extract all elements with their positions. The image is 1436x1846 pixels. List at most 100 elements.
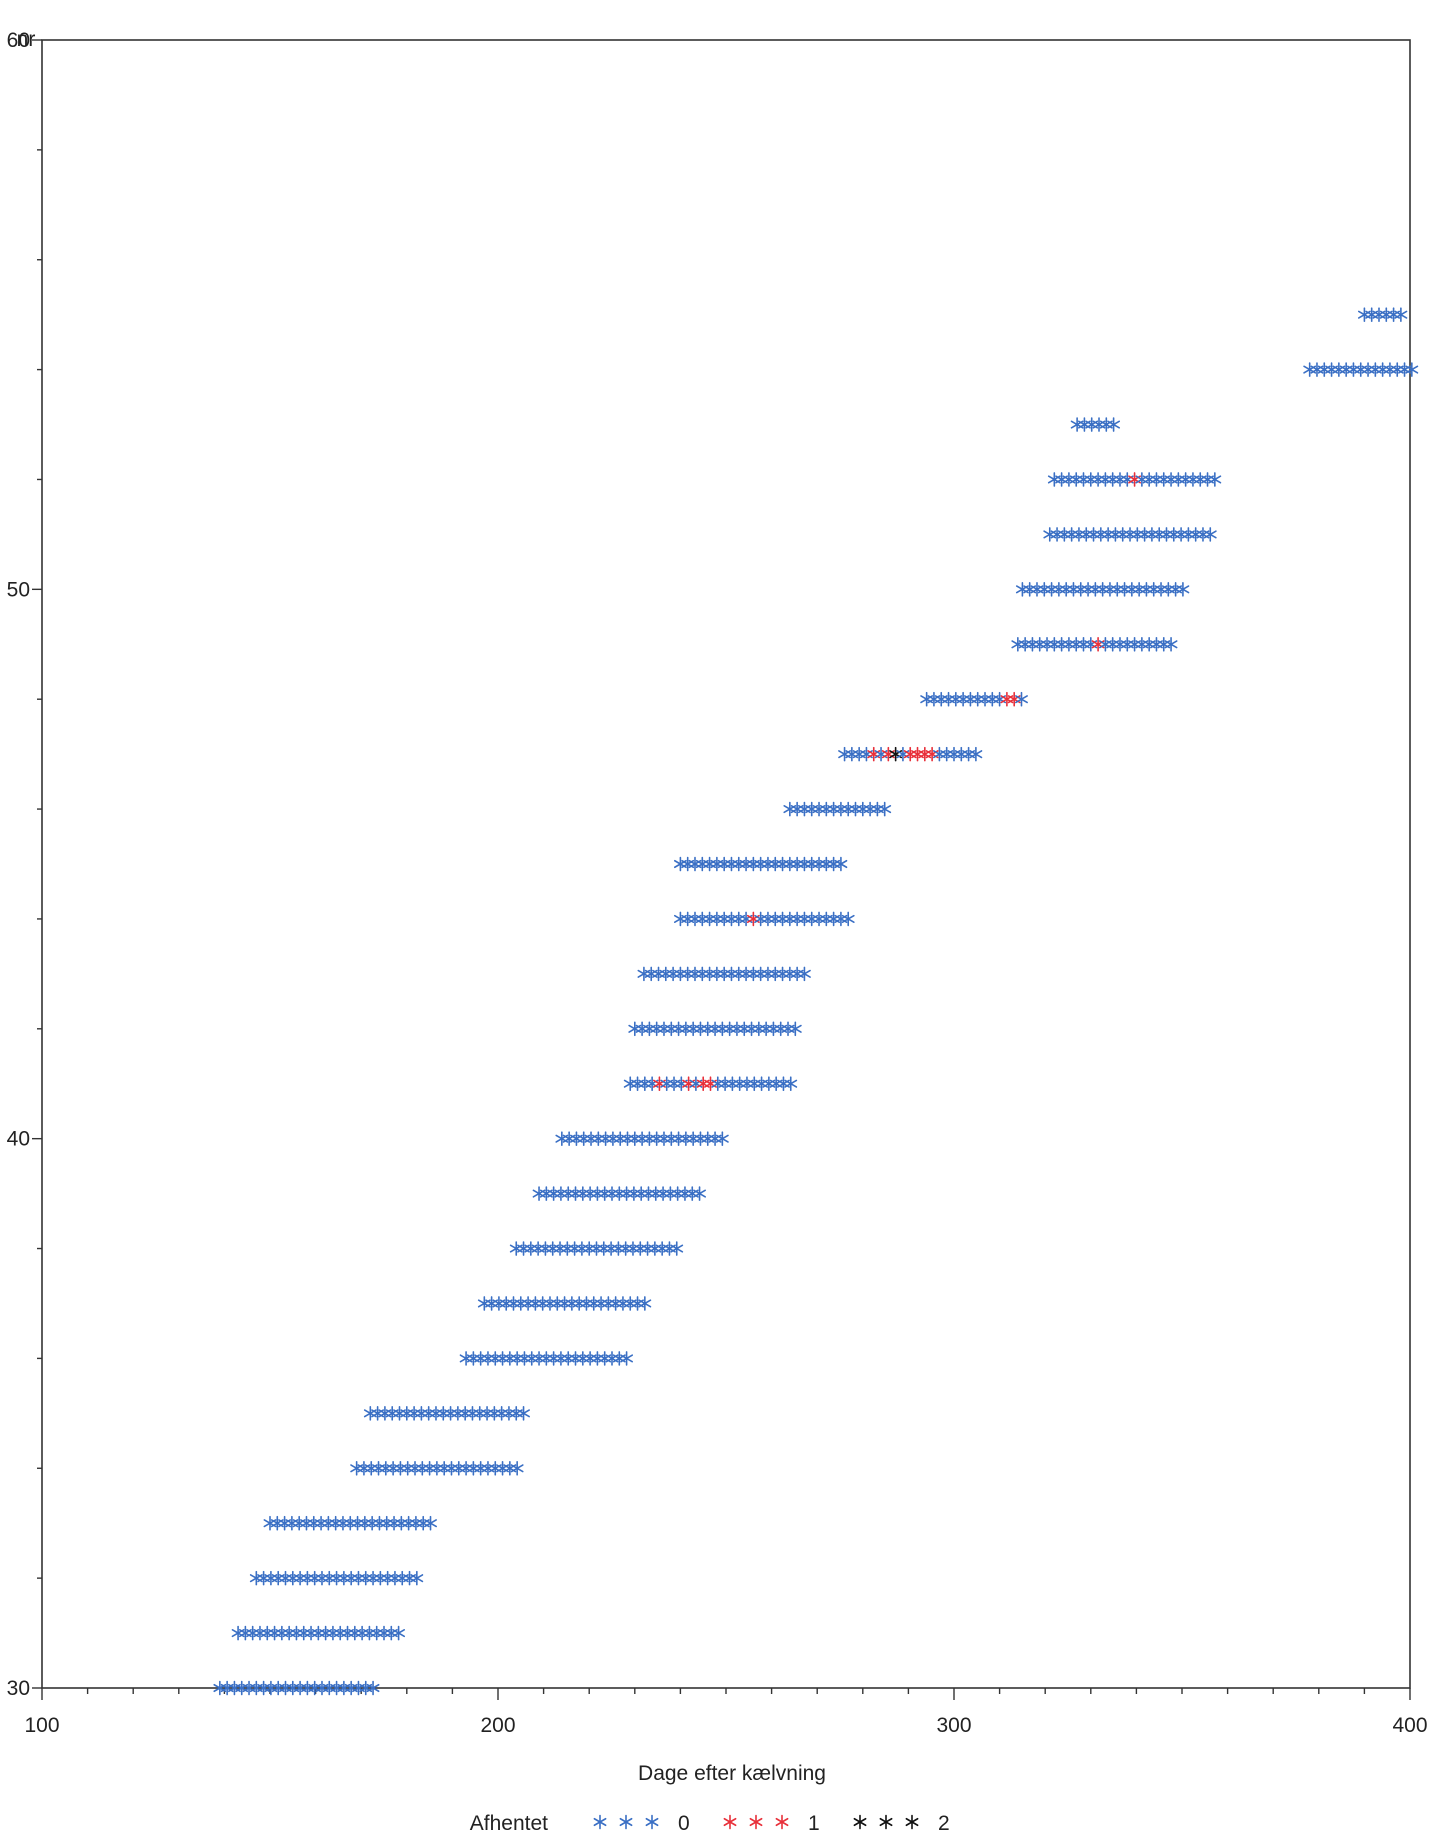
data-point-0 [343,1515,357,1531]
data-point-0 [978,691,992,707]
data-point-0 [1026,636,1039,652]
legend-label: 1 [808,1812,820,1835]
data-point-0 [845,746,859,762]
data-point-0 [616,1296,630,1311]
data-point-0 [1045,582,1059,597]
data-point-0 [667,1076,681,1092]
data-point-0 [1074,582,1088,597]
data-point-0 [1069,636,1083,652]
data-point-1 [1007,691,1021,707]
data-point-0 [249,1570,263,1586]
data-point-0 [620,1351,634,1366]
data-point-0 [1372,307,1386,322]
data-point-0 [568,1241,582,1256]
data-point-0 [631,1076,644,1092]
data-point-0 [1390,362,1404,377]
data-point-0 [642,1131,656,1146]
data-point-0 [1398,362,1411,377]
data-point-0 [539,1351,553,1366]
data-point-0 [649,1186,663,1201]
data-point-0 [1167,527,1181,542]
data-point-0 [290,1625,303,1641]
data-point-0 [693,1186,706,1201]
data-point-0 [745,1021,758,1037]
data-point-0 [246,1625,260,1641]
data-point-0 [673,856,687,872]
row-nr-53 [1070,417,1121,432]
data-point-0 [708,1131,722,1146]
data-point-1 [652,1076,666,1092]
data-point-0 [1193,472,1207,487]
data-point-0 [1157,472,1171,487]
data-point-0 [956,691,970,707]
data-point-0 [561,1186,575,1201]
data-point-0 [1094,527,1108,542]
data-point-0 [423,1460,437,1476]
data-point-0 [834,801,848,817]
data-point-0 [329,1515,343,1531]
data-point-0 [436,1406,450,1421]
data-point-0 [474,1351,488,1366]
data-point-0 [673,966,687,982]
data-point-0 [1098,472,1112,487]
data-point-0 [664,1021,678,1037]
data-point-0 [1376,362,1390,377]
data-point-0 [1176,582,1190,597]
data-point-0 [371,1406,385,1421]
row-nr-31 [231,1625,406,1641]
data-point-0 [1181,527,1195,542]
data-point-0 [827,856,841,872]
data-point-0 [496,1460,509,1476]
data-point-0 [487,1406,501,1421]
row-nr-51 [1043,527,1217,542]
data-point-0 [1354,362,1368,377]
data-point-0 [517,1406,530,1421]
data-point-0 [1118,582,1131,597]
data-point-0 [459,1460,473,1476]
data-point-0 [597,1241,611,1256]
data-point-0 [1332,362,1346,377]
data-point-0 [732,856,746,872]
data-point-0 [947,746,961,762]
row-nr-47 [838,746,983,762]
y-tick-label: 50 [7,578,30,601]
data-point-0 [725,966,738,982]
data-point-0 [657,1131,671,1146]
data-point-0 [424,1515,437,1531]
data-point-0 [509,1241,523,1256]
data-point-0 [790,856,804,872]
data-point-0 [554,1351,568,1366]
data-point-0 [1203,527,1217,542]
data-point-0 [681,966,695,982]
data-point-0 [932,746,946,762]
data-point-0 [410,1570,424,1586]
data-point-0 [637,966,651,982]
data-point-0 [502,1406,516,1421]
data-point-0 [759,1021,773,1037]
data-point-0 [827,801,841,817]
data-point-0 [459,1351,473,1366]
data-point-1 [1000,691,1014,707]
data-point-0 [333,1625,347,1641]
data-point-0 [635,1021,649,1037]
data-point-0 [344,1570,358,1586]
data-point-0 [372,1460,385,1476]
data-point-0 [1164,472,1178,487]
data-point-0 [510,1460,524,1476]
legend-marker [593,1814,607,1830]
data-point-0 [768,966,782,982]
data-point-0 [1070,417,1084,432]
data-point-0 [666,966,680,982]
data-point-0 [740,1076,754,1092]
data-point-0 [268,1625,281,1641]
legend-label: 0 [678,1812,690,1835]
data-point-0 [539,1186,553,1201]
data-point-0 [621,1131,634,1146]
row-nr-38 [509,1241,684,1256]
data-point-0 [710,856,724,872]
data-point-0 [385,1406,399,1421]
legend-marker [905,1814,919,1830]
data-point-0 [1047,472,1061,487]
data-point-0 [670,1241,684,1256]
